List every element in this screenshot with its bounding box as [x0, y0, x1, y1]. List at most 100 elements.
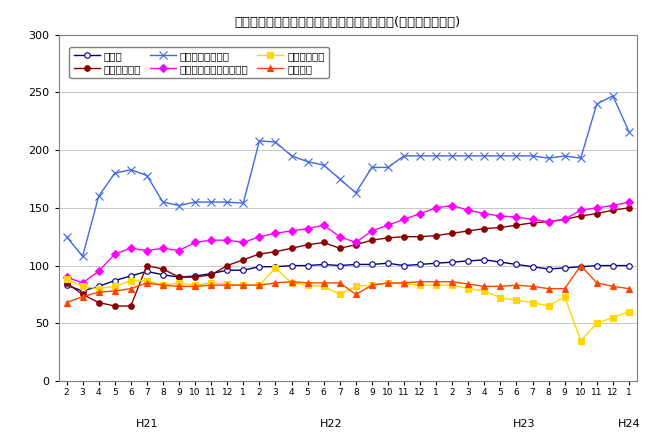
情報通信機械工業 — [577, 155, 584, 161]
化学工業 — [143, 280, 151, 285]
電子部品・デバイス工業 — [111, 252, 119, 257]
化学工業 — [528, 284, 536, 289]
化学工業 — [609, 284, 617, 289]
電子部品・デバイス工業 — [497, 213, 504, 219]
化学工業 — [175, 284, 183, 289]
化学工業 — [593, 280, 601, 285]
電子部品・デバイス工業 — [384, 223, 392, 228]
輸送機械工業 — [239, 283, 247, 288]
輸送機械工業 — [528, 300, 536, 305]
鉱工業 — [272, 264, 280, 269]
化学工業 — [287, 279, 295, 284]
情報通信機械工業 — [400, 153, 408, 158]
化学工業 — [400, 280, 408, 285]
一般機械工業 — [79, 292, 86, 297]
鉱工業 — [593, 263, 601, 268]
鉱工業 — [207, 271, 215, 276]
輸送機械工業 — [416, 283, 424, 288]
鉱工業 — [191, 273, 199, 278]
一般機械工業 — [577, 213, 584, 219]
鉱工業 — [513, 262, 521, 267]
輸送機械工業 — [609, 315, 617, 320]
電子部品・デバイス工業 — [175, 248, 183, 253]
電子部品・デバイス工業 — [95, 269, 103, 274]
一般機械工業 — [159, 266, 167, 271]
鉱工業 — [111, 278, 119, 283]
電子部品・デバイス工業 — [159, 246, 167, 251]
輸送機械工業 — [175, 280, 183, 285]
Text: H23: H23 — [514, 419, 536, 429]
鉱工業 — [143, 269, 151, 274]
情報通信機械工業 — [95, 194, 103, 199]
鉱工業 — [239, 268, 247, 273]
化学工業 — [159, 283, 167, 288]
電子部品・デバイス工業 — [625, 200, 633, 205]
鉱工業 — [384, 261, 392, 266]
Text: H22: H22 — [320, 419, 343, 429]
Legend: 鉱工業, 一般機械工業, 情報通信機械工業, 電子部品・デバイス工業, 輸送機械工業, 化学工業: 鉱工業, 一般機械工業, 情報通信機械工業, 電子部品・デバイス工業, 輸送機械… — [70, 47, 329, 78]
情報通信機械工業 — [352, 190, 359, 195]
化学工業 — [352, 292, 359, 297]
Text: H24: H24 — [618, 419, 640, 429]
一般機械工業 — [207, 272, 215, 278]
情報通信機械工業 — [368, 165, 376, 170]
化学工業 — [272, 280, 280, 285]
化学工業 — [79, 294, 86, 299]
電子部品・デバイス工業 — [561, 217, 569, 222]
化学工業 — [480, 284, 488, 289]
輸送機械工業 — [625, 309, 633, 314]
化学工業 — [336, 280, 344, 285]
電子部品・デバイス工業 — [207, 238, 215, 243]
情報通信機械工業 — [127, 167, 135, 172]
電子部品・デバイス工業 — [609, 203, 617, 208]
輸送機械工業 — [368, 283, 376, 288]
輸送機械工業 — [545, 304, 552, 309]
化学工業 — [545, 286, 552, 291]
鉱工業 — [561, 265, 569, 271]
輸送機械工業 — [304, 283, 311, 288]
鉱工業 — [62, 283, 70, 288]
鉱工業 — [287, 263, 295, 268]
鉱工業 — [609, 263, 617, 268]
一般機械工業 — [545, 219, 552, 224]
電子部品・デバイス工業 — [513, 214, 521, 220]
情報通信機械工業 — [528, 153, 536, 158]
化学工業 — [127, 286, 135, 291]
電子部品・デバイス工業 — [368, 228, 376, 233]
輸送機械工業 — [287, 280, 295, 285]
輸送機械工業 — [464, 286, 472, 291]
電子部品・デバイス工業 — [352, 240, 359, 245]
一般機械工業 — [320, 240, 328, 245]
鉱工業 — [497, 259, 504, 265]
Line: 一般機械工業: 一般機械工業 — [64, 205, 632, 309]
輸送機械工業 — [143, 278, 151, 283]
電子部品・デバイス工業 — [255, 234, 263, 239]
一般機械工業 — [400, 234, 408, 239]
情報通信機械工業 — [143, 173, 151, 178]
一般機械工業 — [287, 246, 295, 251]
化学工業 — [255, 283, 263, 288]
輸送機械工業 — [497, 295, 504, 301]
情報通信機械工業 — [224, 200, 231, 205]
輸送機械工業 — [448, 283, 456, 288]
情報通信機械工業 — [625, 129, 633, 134]
化学工業 — [320, 280, 328, 285]
一般機械工業 — [448, 231, 456, 236]
化学工業 — [95, 290, 103, 295]
化学工業 — [207, 283, 215, 288]
情報通信機械工業 — [609, 93, 617, 98]
鉱工業 — [432, 261, 440, 266]
電子部品・デバイス工業 — [62, 275, 70, 280]
輸送機械工業 — [561, 294, 569, 299]
輸送機械工業 — [95, 286, 103, 291]
情報通信機械工業 — [480, 153, 488, 158]
Title: 三重県鉱工業生産及び主要業種別指数の推移(季節調整済指数): 三重県鉱工業生産及び主要業種別指数の推移(季節調整済指数) — [235, 16, 461, 29]
鉱工業 — [528, 264, 536, 269]
一般機械工業 — [528, 220, 536, 226]
情報通信機械工業 — [207, 200, 215, 205]
鉱工業 — [224, 268, 231, 273]
輸送機械工業 — [577, 338, 584, 343]
電子部品・デバイス工業 — [127, 246, 135, 251]
化学工業 — [111, 288, 119, 294]
輸送機械工業 — [320, 284, 328, 289]
